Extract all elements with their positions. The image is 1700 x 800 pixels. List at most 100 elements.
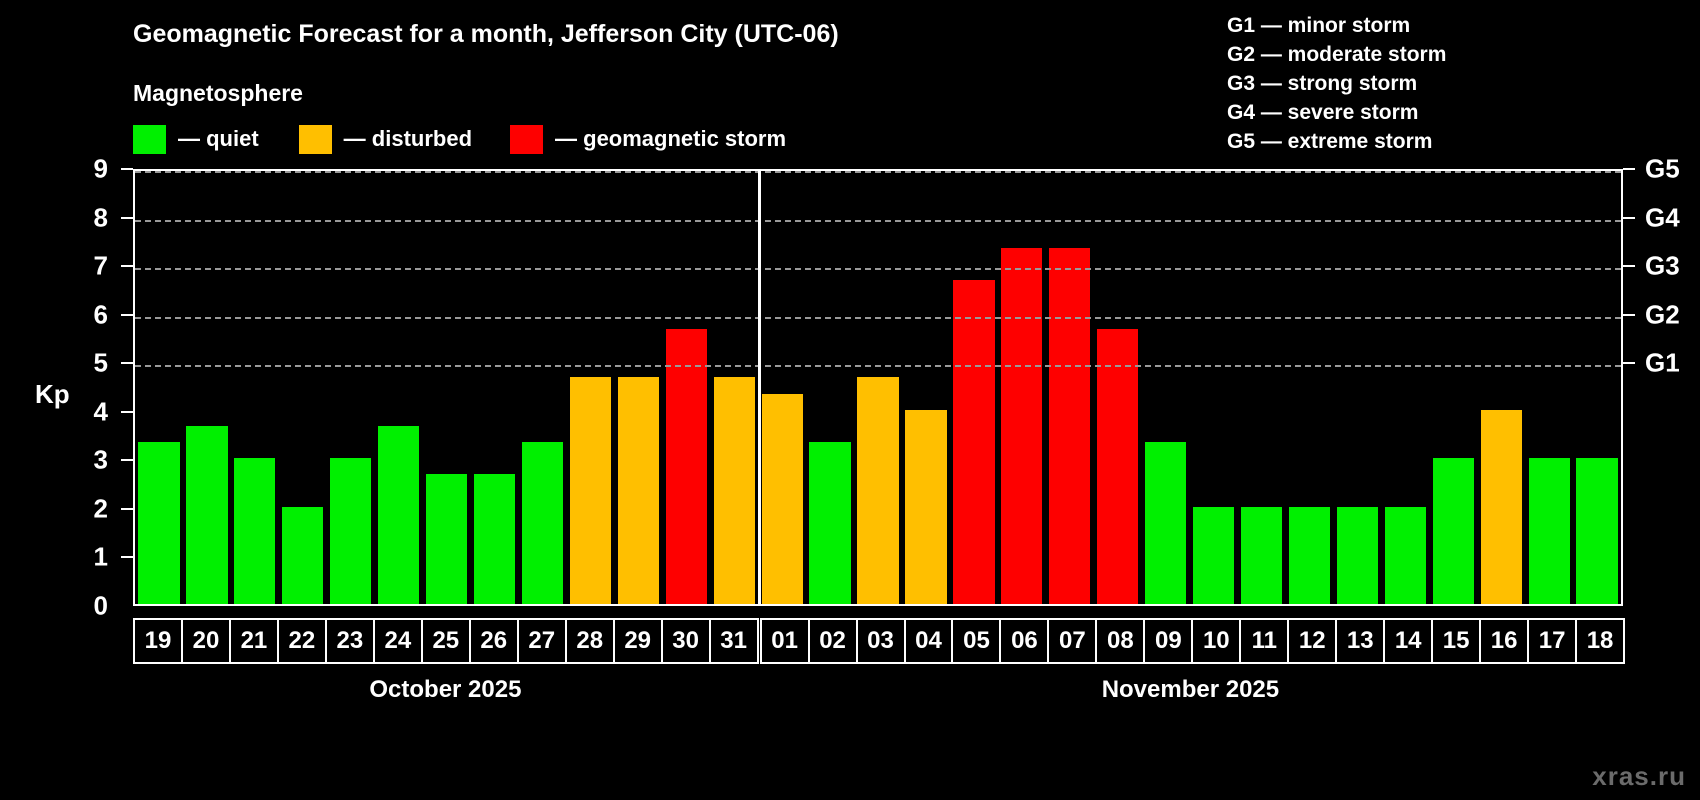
date-label[interactable]: 05 <box>951 618 1002 664</box>
bar-slot <box>854 171 902 604</box>
date-label[interactable]: 08 <box>1095 618 1146 664</box>
g-tick-mark <box>1623 168 1635 170</box>
bar[interactable] <box>186 425 228 604</box>
g-tick-label: G3 <box>1645 250 1680 281</box>
bar[interactable] <box>1576 458 1618 604</box>
bar[interactable] <box>665 328 707 604</box>
y-tick-label: 3 <box>93 444 108 475</box>
bar[interactable] <box>1432 458 1474 604</box>
legend-swatch-storm <box>510 124 544 154</box>
bar[interactable] <box>761 393 803 604</box>
g-tick-label: G4 <box>1645 202 1680 233</box>
date-label[interactable]: 14 <box>1383 618 1434 664</box>
g-scale-row: G3 — strong storm <box>1227 72 1418 95</box>
date-label[interactable]: 02 <box>807 618 858 664</box>
bar[interactable] <box>1097 328 1139 604</box>
y-tick-mark <box>121 556 133 559</box>
date-label[interactable]: 06 <box>999 618 1050 664</box>
bar[interactable] <box>1336 506 1379 604</box>
bar-slot <box>327 171 375 604</box>
bar[interactable] <box>378 425 420 604</box>
bar[interactable] <box>1288 506 1331 604</box>
legend-swatch-disturbed <box>298 124 332 154</box>
bar[interactable] <box>809 442 851 604</box>
y-tick-mark <box>121 410 133 413</box>
date-label[interactable]: 07 <box>1047 618 1098 664</box>
date-label[interactable]: 15 <box>1431 618 1482 664</box>
date-label[interactable]: 24 <box>372 618 423 664</box>
bar[interactable] <box>713 377 755 604</box>
date-label[interactable]: 12 <box>1287 618 1338 664</box>
bar[interactable] <box>234 458 276 604</box>
date-label[interactable]: 20 <box>180 618 231 664</box>
bar-slot <box>1573 171 1621 604</box>
bar[interactable] <box>1384 506 1426 604</box>
date-label[interactable]: 22 <box>276 618 327 664</box>
gridline <box>135 171 1621 173</box>
bar[interactable] <box>521 442 564 604</box>
y-tick-label: 1 <box>93 541 108 572</box>
date-label[interactable]: 29 <box>612 618 663 664</box>
date-label[interactable]: 10 <box>1191 618 1242 664</box>
date-label[interactable]: 19 <box>133 618 183 664</box>
bar[interactable] <box>1192 506 1235 604</box>
y-tick-label: 2 <box>93 493 108 524</box>
date-label[interactable]: 13 <box>1335 618 1386 664</box>
month-axis: October 2025 November 2025 <box>133 676 1623 716</box>
g-tick-mark <box>1623 265 1635 268</box>
bar-slot <box>710 171 758 604</box>
bar-slot <box>279 171 327 604</box>
date-label[interactable]: 26 <box>468 618 519 664</box>
bar-slot <box>758 171 806 604</box>
bar[interactable] <box>282 506 324 604</box>
g-axis: G1 G2 G3 G4 G5 <box>1623 154 1700 606</box>
bar-slot <box>1286 171 1334 604</box>
bar[interactable] <box>138 442 180 604</box>
bar[interactable] <box>1145 442 1187 604</box>
bar[interactable] <box>473 474 516 604</box>
bar[interactable] <box>1049 248 1091 604</box>
date-label[interactable]: 21 <box>228 618 279 664</box>
date-label[interactable]: 04 <box>903 618 954 664</box>
date-label[interactable]: 17 <box>1527 618 1578 664</box>
bar[interactable] <box>425 474 468 604</box>
date-label[interactable]: 18 <box>1575 618 1626 664</box>
date-label[interactable]: 27 <box>516 618 567 664</box>
y-tick-mark <box>121 216 133 219</box>
bar[interactable] <box>1528 458 1570 604</box>
date-label[interactable]: 01 <box>759 618 810 664</box>
gridline <box>135 365 1621 368</box>
gridline <box>135 219 1621 222</box>
date-label[interactable]: 09 <box>1143 618 1194 664</box>
y-axis: 0 1 2 3 4 5 6 7 8 9 <box>0 154 128 621</box>
y-tick-label: 8 <box>93 202 108 233</box>
y-tick-mark <box>121 459 133 462</box>
date-label[interactable]: 23 <box>324 618 375 664</box>
y-axis-title: Kp <box>35 379 70 409</box>
bar[interactable] <box>569 377 612 604</box>
bar-slot <box>614 171 662 604</box>
date-label[interactable]: 16 <box>1479 618 1530 664</box>
date-label[interactable]: 11 <box>1239 618 1290 664</box>
date-label[interactable]: 30 <box>660 618 711 664</box>
y-tick-label: 6 <box>93 299 108 330</box>
date-label[interactable]: 25 <box>420 618 471 664</box>
date-label[interactable]: 28 <box>564 618 615 664</box>
date-label[interactable]: 03 <box>855 618 906 664</box>
bar[interactable] <box>857 377 899 604</box>
g-tick-mark <box>1623 216 1635 219</box>
bar[interactable] <box>330 458 372 604</box>
bar[interactable] <box>1240 506 1283 604</box>
bar[interactable] <box>953 280 995 604</box>
g-scale-row: G1 — minor storm <box>1227 14 1411 37</box>
bar-slot <box>1429 171 1477 604</box>
date-label[interactable]: 31 <box>708 618 759 664</box>
y-tick-label: 0 <box>93 590 108 621</box>
bar[interactable] <box>617 377 659 604</box>
bar[interactable] <box>905 409 947 604</box>
bar-slot <box>231 171 279 604</box>
y-tick-mark <box>121 168 133 170</box>
bar[interactable] <box>1001 248 1043 604</box>
bar[interactable] <box>1480 409 1522 604</box>
